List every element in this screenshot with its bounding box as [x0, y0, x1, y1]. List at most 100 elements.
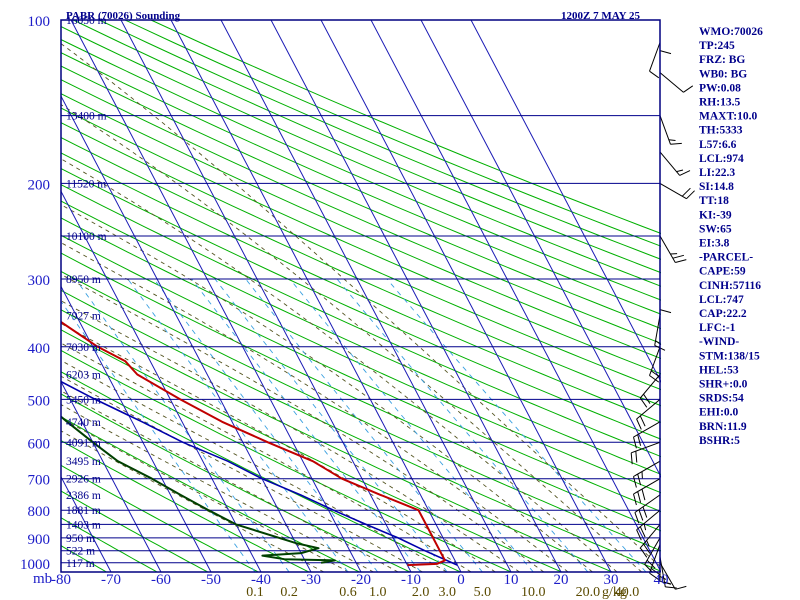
dry-adiabat: [61, 137, 661, 407]
wind-barb: [633, 460, 661, 488]
mixing-ratio-line: [245, 278, 483, 573]
wind-barb-flag: [637, 491, 642, 503]
wind-barb-flag: [642, 506, 648, 518]
wind-barb-shaft: [636, 399, 661, 420]
pressure-tick-label: 300: [28, 273, 51, 289]
isotherm: [61, 380, 162, 573]
stat-line: LFC:-1: [699, 322, 736, 334]
wind-barb-flag: [643, 393, 651, 404]
mixing-ratio-label: 10.0: [521, 585, 546, 600]
mixing-ratio-label: 5.0: [474, 585, 492, 600]
height-label: 5450 m: [66, 394, 101, 406]
height-label: 522 m: [66, 546, 95, 558]
moist-adiabat: [61, 342, 472, 573]
temperature-axis: mb -80 -70 -60 -50 -40 -30 -20 -10 0 10 20 30 40: [33, 571, 669, 588]
wind-barb-flag: [668, 139, 676, 141]
dry-adiabat: [61, 167, 661, 440]
temperature-trace: [61, 320, 446, 567]
wind-barb: [634, 494, 661, 524]
isotherm: [170, 20, 462, 573]
dry-adiabat: [61, 416, 360, 573]
wind-barb-shaft: [659, 151, 681, 176]
dry-adiabat: [61, 464, 259, 573]
valid-time: 1200Z 7 MAY 25: [561, 10, 640, 22]
height-labels: 16050 m 13400 m 11520 m 10100 m 8950 m 7927 m…: [66, 15, 107, 570]
height-label: 950 m: [66, 533, 95, 545]
stat-line: EHI:0.0: [699, 407, 739, 419]
wind-barb-shaft: [639, 524, 661, 549]
pressure-tick-label: 500: [28, 393, 51, 409]
wind-barb: [636, 399, 661, 430]
temperature-tick-label: 10: [504, 572, 519, 588]
dry-adiabat: [61, 490, 208, 573]
height-label: 4091 m: [66, 437, 101, 449]
height-label: 8950 m: [66, 274, 101, 286]
isotherm: [470, 20, 661, 383]
temperature-tick-label: -70: [101, 572, 121, 588]
moist-adiabat: [61, 404, 374, 573]
stat-line: SRDS:54: [699, 393, 744, 405]
wind-barb-flag: [643, 523, 647, 531]
stat-line: -PARCEL-: [699, 252, 753, 264]
mixing-ratio-line: [61, 300, 256, 573]
wind-barb-flag: [672, 254, 685, 259]
wind-barb-flag: [637, 434, 642, 446]
temperature-tick-label: -40: [251, 572, 271, 588]
dry-adiabat: [61, 107, 661, 375]
stat-line: STM:138/15: [699, 350, 760, 362]
wind-barb: [659, 151, 691, 176]
wind-barb-flag: [635, 451, 638, 463]
dewpoint-trace: [61, 415, 336, 564]
wind-barb-shaft: [659, 182, 687, 200]
wind-barb-flag: [641, 488, 646, 501]
mixing-ratio-line: [214, 278, 448, 573]
wind-barb: [639, 524, 661, 558]
height-label: 13400 m: [66, 111, 107, 123]
temperature-tick-label: -50: [201, 572, 221, 588]
wind-barb-flag: [637, 473, 642, 486]
dry-adiabat: [61, 517, 158, 573]
stat-line: TT:18: [699, 195, 729, 207]
isotherm: [420, 20, 661, 478]
pressure-tick-label: 100: [28, 14, 51, 30]
plot-frame: [60, 19, 661, 573]
wind-barb: [659, 72, 694, 93]
wind-barb-shaft: [644, 537, 661, 565]
temperature-tick-label: 30: [604, 572, 619, 588]
stat-line: L57:6.6: [699, 139, 737, 151]
wind-barb-flag: [633, 476, 637, 488]
height-label: 7927 m: [66, 310, 101, 322]
wind-barb-shaft: [659, 235, 676, 263]
height-label: 3495 m: [66, 456, 101, 468]
wind-barb-flag: [639, 526, 646, 538]
height-label: 16050 m: [66, 15, 107, 27]
height-label: 6203 m: [66, 370, 101, 382]
dry-adiabat: [61, 52, 661, 315]
wind-barb-flag: [634, 512, 640, 524]
wind-barb: [633, 421, 661, 449]
stat-line: BSHR:5: [699, 435, 740, 447]
wind-barb-flag: [646, 559, 656, 569]
dry-adiabat: [61, 79, 661, 344]
mixing-ratio-label: 40.0: [615, 585, 640, 600]
wind-barb-flag: [676, 169, 684, 173]
isotherm: [370, 20, 661, 573]
wind-barb-flag: [639, 415, 646, 427]
dry-adiabat: [61, 309, 613, 573]
isotherm: [320, 20, 612, 573]
wind-barb-flag: [639, 397, 648, 408]
sounding-traces: [61, 320, 458, 567]
dry-adiabat: [61, 234, 661, 513]
wind-barb-flag: [659, 580, 672, 585]
wind-barb-flag: [636, 529, 642, 541]
wind-barb-shaft: [659, 72, 684, 93]
wind-barb-flag: [644, 564, 654, 573]
mixing-ratio-line: [386, 278, 647, 573]
stat-line: LCL:747: [699, 294, 744, 306]
stat-line: SI:14.8: [699, 181, 734, 193]
wind-barb: [659, 115, 682, 145]
mixing-ratio-label: 2.0: [412, 585, 430, 600]
moist-adiabat: [61, 300, 520, 573]
wind-barb-flag: [638, 509, 644, 521]
